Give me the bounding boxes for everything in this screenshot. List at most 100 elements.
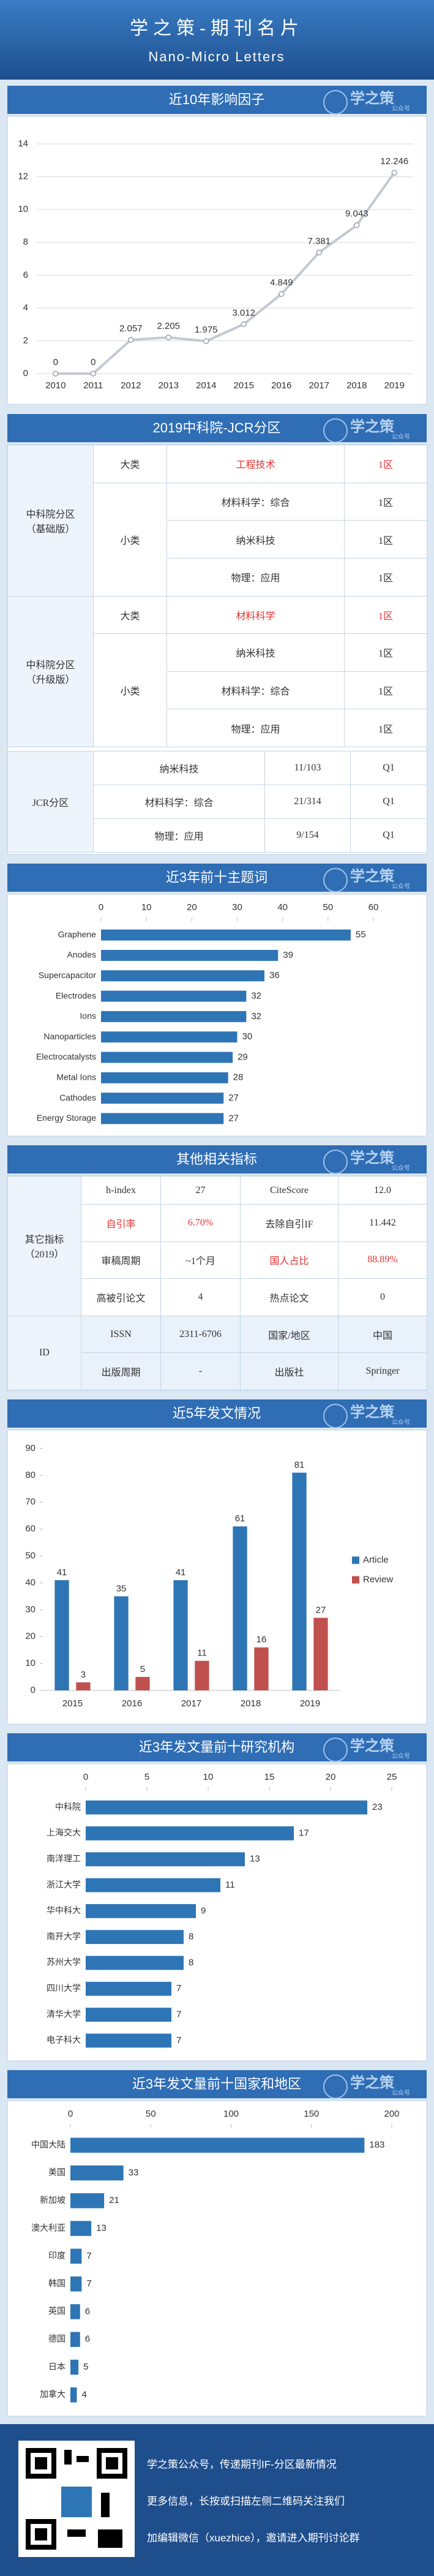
x-tick-label: 20	[187, 902, 197, 913]
x-tick-label: 2018	[241, 1698, 261, 1709]
x-tick-label: 2019	[300, 1698, 320, 1709]
value-label: 3.012	[232, 307, 255, 318]
value-label: 4	[82, 2389, 87, 2400]
value-label: 13	[250, 1854, 260, 1864]
category-label: 苏州大学	[47, 1957, 81, 1967]
table-cell: 1区	[344, 671, 427, 710]
table-cell: 纳米科技	[166, 633, 345, 672]
category-label: 印度	[48, 2251, 65, 2261]
x-tick-label: 150	[304, 2109, 319, 2119]
table-row: ID ISSN 2311-6706 国家/地区 中国	[7, 1315, 427, 1391]
bar	[70, 2193, 105, 2209]
x-tick-label: 2019	[384, 380, 405, 391]
bar	[86, 1878, 220, 1892]
footer-line: 学之策公众号，传递期刊IF-分区最新情况	[147, 2458, 337, 2470]
table-body: 其它指标 （2019） h-index 27 CiteScore 12.0 自引率 6.70…	[7, 1175, 427, 1391]
table-cell: 热点论文	[240, 1278, 339, 1316]
x-tick-label: 10	[203, 1772, 214, 1782]
x-tick-label: 100	[223, 2109, 239, 2119]
value-label: 23	[372, 1802, 383, 1812]
category-label: Cathodes	[59, 1093, 96, 1102]
x-tick-label: 40	[277, 902, 288, 913]
table-cell: 出版社	[240, 1352, 339, 1390]
category-label: 澳大利亚	[31, 2223, 65, 2232]
table-cell: -	[160, 1352, 241, 1390]
watermark-name: 学之策	[350, 1403, 395, 1420]
bar	[233, 1526, 247, 1690]
table-cell: Q1	[350, 751, 427, 785]
table-row: 其它指标 （2019） h-index 27 CiteScore 12.0	[7, 1175, 427, 1316]
table-cell: 高被引论文	[81, 1278, 161, 1316]
legend-label: Review	[363, 1574, 393, 1584]
qr-code	[18, 2441, 135, 2557]
value-label: 7	[86, 2251, 91, 2261]
bar	[86, 1826, 294, 1840]
watermark-logo	[323, 2074, 348, 2099]
point	[279, 291, 285, 297]
bar	[292, 1472, 307, 1690]
category-label: 新加坡	[40, 2195, 65, 2205]
table-cell: 大类	[93, 445, 167, 483]
watermark-logo	[323, 90, 348, 115]
category-label: Nanoparticles	[43, 1031, 96, 1041]
section-banner	[7, 1733, 427, 1761]
watermark-logo	[323, 1738, 348, 1762]
x-tick-label: 0	[83, 1772, 88, 1782]
y-tick-label: 8	[23, 237, 28, 247]
table-cell: Springer	[338, 1352, 427, 1390]
watermark-name: 学之策	[350, 867, 395, 884]
table-cell: ID	[7, 1315, 81, 1391]
table-row: 中科院分区 （升级版） 大类 材料科学 1区	[7, 595, 427, 747]
point	[316, 249, 322, 256]
bar	[101, 990, 247, 1002]
bar	[101, 1031, 238, 1043]
table-cell: 1区	[344, 595, 427, 635]
table-cell: 自引率	[81, 1204, 161, 1242]
watermark-name: 学之策	[350, 1149, 395, 1166]
table-cell: 材料科学：综合	[166, 671, 345, 710]
x-tick-label: 2011	[83, 380, 103, 391]
watermark-sub: 公众号	[392, 105, 410, 113]
table-cell: ~1个月	[160, 1241, 241, 1279]
table-cell: 材料科学：综合	[93, 785, 265, 819]
bar	[70, 2332, 80, 2347]
section-title: 2019中科院-JCR分区	[152, 420, 280, 435]
section-banner	[7, 1399, 427, 1428]
value-label: 21	[109, 2195, 119, 2205]
watermark-sub: 公众号	[392, 434, 410, 441]
bar	[101, 970, 264, 982]
bar	[76, 1682, 91, 1690]
table-row: 自引率 6.70% 去除自引IF 11.442	[8, 1204, 427, 1242]
category-label: Ions	[80, 1011, 96, 1021]
point	[90, 371, 96, 377]
watermark-name: 学之策	[350, 2074, 395, 2091]
table-cell: 11.442	[338, 1204, 427, 1242]
value-label: 2.205	[157, 321, 180, 331]
x-tick-label: 2017	[309, 380, 329, 391]
category-label: 上海交大	[47, 1828, 81, 1837]
value-label: 29	[238, 1052, 248, 1062]
section-banner	[7, 1145, 427, 1173]
watermark-logo	[323, 1150, 348, 1174]
y-tick-label: 20	[25, 1631, 36, 1641]
value-label: 81	[294, 1459, 305, 1470]
y-tick-label: 4	[23, 303, 28, 313]
section-banner	[7, 864, 427, 892]
watermark-sub: 公众号	[392, 1165, 410, 1172]
value-label: 0	[53, 357, 58, 367]
point	[165, 334, 171, 341]
x-tick-label: 2015	[234, 380, 254, 391]
watermark-logo	[323, 1404, 348, 1428]
table-body: JCR分区 纳米科技 11/103 Q1 材料科学：综合 21/314 Q1 物理：应用 9/1…	[7, 751, 427, 853]
watermark-name: 学之策	[350, 89, 395, 107]
table-cell: 1区	[344, 520, 427, 559]
x-tick-label: 50	[146, 2109, 156, 2119]
table-row: 物理：应用 9/154 Q1	[8, 818, 427, 853]
bar	[86, 1800, 367, 1815]
x-tick-label: 15	[264, 1772, 275, 1782]
value-label: 8	[189, 1957, 193, 1968]
table-cell: 1区	[344, 709, 427, 747]
value-label: 7	[176, 2009, 181, 2020]
table-cell: 4	[160, 1278, 241, 1316]
table-cell: 6.70%	[160, 1204, 241, 1242]
